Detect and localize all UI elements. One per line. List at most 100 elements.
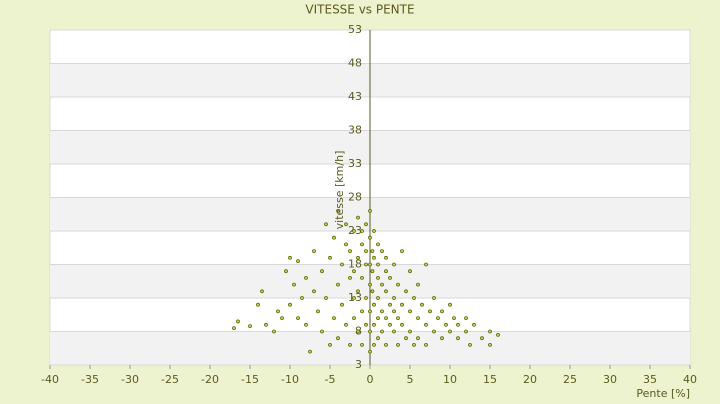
point — [376, 336, 380, 341]
point — [424, 342, 428, 347]
point — [296, 259, 300, 264]
point — [368, 329, 372, 334]
x-tick-label: -10 — [281, 373, 299, 386]
point — [352, 229, 356, 233]
point — [348, 342, 352, 347]
point — [396, 282, 400, 287]
point — [328, 255, 332, 260]
point — [384, 255, 388, 260]
point — [364, 296, 368, 300]
point — [272, 329, 276, 334]
point — [368, 349, 372, 354]
point — [364, 222, 368, 227]
point — [400, 302, 404, 307]
point — [376, 316, 380, 321]
x-axis-label: Pente [%] — [636, 387, 690, 400]
x-tick-label: -15 — [241, 373, 259, 386]
point — [456, 336, 460, 341]
point — [264, 322, 268, 327]
point — [370, 249, 375, 254]
point — [380, 282, 384, 287]
point — [456, 322, 460, 327]
point — [388, 302, 392, 307]
x-tick-label: 35 — [643, 373, 657, 386]
point — [300, 296, 304, 300]
point — [416, 336, 420, 341]
point — [260, 289, 264, 294]
point — [344, 242, 348, 247]
point — [488, 329, 492, 334]
point — [416, 316, 420, 321]
point — [356, 289, 360, 294]
point — [372, 302, 376, 307]
point — [416, 282, 420, 287]
point — [336, 336, 340, 341]
point — [256, 302, 260, 307]
point — [372, 322, 376, 327]
point — [288, 302, 292, 307]
point — [340, 302, 344, 307]
point — [420, 302, 424, 307]
point — [304, 322, 308, 327]
point — [400, 249, 404, 254]
point — [392, 309, 396, 314]
point — [368, 282, 372, 287]
point — [324, 296, 328, 300]
point — [404, 289, 408, 294]
point — [452, 316, 456, 321]
point — [428, 309, 432, 314]
x-tick-label: 40 — [683, 373, 697, 386]
point — [388, 275, 392, 280]
point — [348, 249, 352, 254]
x-tick-label: 15 — [483, 373, 497, 386]
point — [464, 329, 468, 334]
point — [392, 329, 396, 334]
point — [412, 296, 416, 300]
point — [396, 342, 400, 347]
point — [344, 222, 348, 227]
y-tick-label: 53 — [348, 23, 362, 36]
point — [352, 316, 356, 321]
point — [424, 262, 428, 267]
point — [372, 229, 376, 233]
point — [364, 322, 368, 327]
point — [384, 269, 388, 274]
point — [372, 342, 376, 347]
x-tick-label: 0 — [367, 373, 374, 386]
point — [380, 249, 384, 254]
x-tick-label: 5 — [407, 373, 414, 386]
x-tick-label: -5 — [325, 373, 336, 386]
point — [448, 329, 452, 334]
point — [284, 269, 288, 274]
point — [396, 316, 400, 321]
point — [360, 342, 364, 347]
point — [248, 324, 252, 329]
point — [344, 322, 348, 327]
point — [276, 309, 280, 314]
y-tick-label: 3 — [355, 358, 362, 371]
point — [368, 262, 372, 267]
point — [304, 275, 308, 280]
point — [380, 309, 384, 314]
point — [376, 242, 380, 247]
x-tick-label: -40 — [41, 373, 59, 386]
point — [280, 316, 284, 321]
point — [432, 329, 436, 334]
point — [352, 269, 356, 274]
y-tick-label: 28 — [348, 191, 362, 204]
point — [320, 269, 324, 274]
point — [408, 329, 412, 334]
point — [464, 316, 468, 321]
point — [412, 342, 416, 347]
plot-area: 38131823283338434853-40-35-30-25-20-15-1… — [41, 23, 697, 386]
point — [336, 208, 340, 213]
point — [328, 342, 332, 347]
y-tick-label: 18 — [348, 258, 362, 271]
point — [488, 342, 492, 347]
y-tick-label: 43 — [348, 90, 362, 103]
point — [408, 269, 412, 274]
point — [360, 242, 364, 247]
point — [368, 235, 372, 240]
point — [312, 289, 316, 294]
point — [332, 316, 336, 321]
